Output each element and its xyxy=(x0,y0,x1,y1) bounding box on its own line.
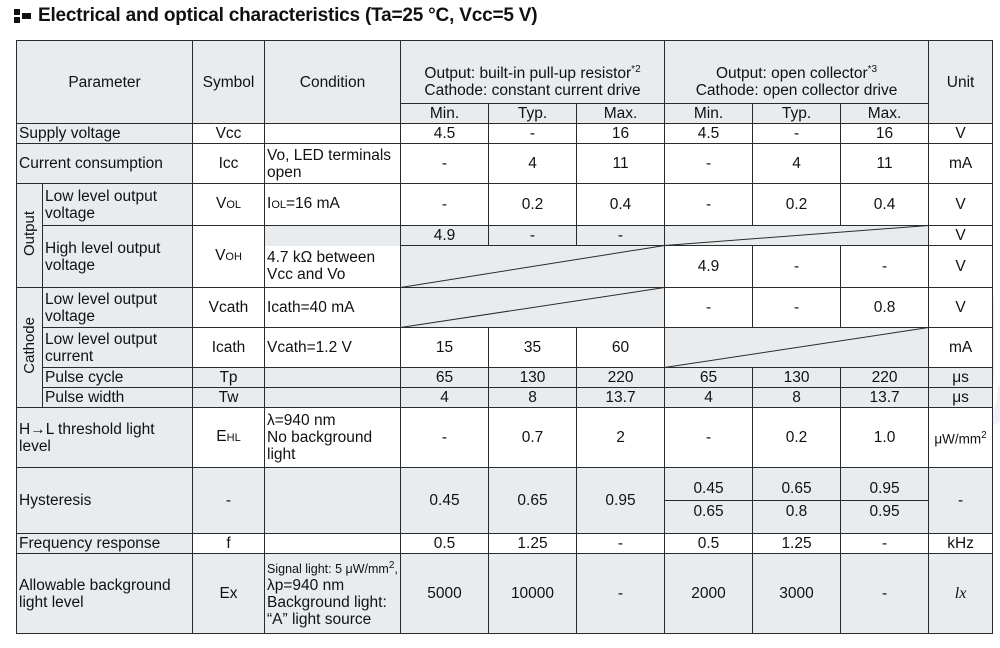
group-label-output: Output xyxy=(16,183,43,288)
header-group-pullup-line1: Output: built-in pull-up resistor*2 xyxy=(424,64,641,83)
condition-cell: Icath=40 mA xyxy=(264,287,401,328)
condition-cell: 4.7 kΩ between Vcc and Vo xyxy=(264,245,401,288)
header-group-opencollector: Output: open collector*3 Cathode: open c… xyxy=(664,57,930,104)
symbol-cell: Ex xyxy=(192,553,265,634)
header-max: Max. xyxy=(575,103,666,124)
header-unit: Unit xyxy=(928,40,994,124)
symbol-cell: Vcath xyxy=(192,287,265,328)
group-label-cathode: Cathode xyxy=(16,287,43,408)
param-pulse-width: Pulse width xyxy=(42,387,193,408)
condition-iol: IOL=16 mA xyxy=(264,183,401,226)
param-supply-voltage: Supply voltage xyxy=(16,123,193,144)
symbol-vol: VOL xyxy=(192,183,265,226)
symbol-cell: Tp xyxy=(192,367,265,388)
header-symbol: Symbol xyxy=(192,40,265,124)
symbol-cell: Tw xyxy=(192,387,265,408)
condition-cell: Vcath=1.2 V xyxy=(264,327,401,368)
header-condition: Condition xyxy=(264,40,401,124)
table-row: Pulse cycle Tp 65 130 220 65 130 220 μs xyxy=(17,367,994,388)
param-low-level-output-current: Low level output current xyxy=(42,327,193,368)
condition-cell: λ=940 nm No background light xyxy=(264,407,401,468)
table-row: Current consumption Icc Vo, LED terminal… xyxy=(16,143,994,184)
param-cathode-low-level-output-voltage: Low level output voltage xyxy=(42,287,193,328)
symbol-cell: Icath xyxy=(192,327,265,368)
header-min: Min. xyxy=(664,103,754,124)
symbol-cell: f xyxy=(192,533,265,554)
header-parameter: Parameter xyxy=(16,40,193,124)
header-group-pullup: Output: built-in pull-up resistor*2 Cath… xyxy=(399,57,666,104)
symbol-ehl: EHL xyxy=(192,407,265,468)
section-bullet-icon xyxy=(14,8,32,24)
symbol-cell: Vcc xyxy=(192,123,265,144)
param-high-level-output-voltage: High level output voltage xyxy=(42,225,193,288)
header-typ: Typ. xyxy=(488,103,577,124)
header-group-opencollector-line1: Output: open collector*3 xyxy=(715,64,878,83)
header-group-opencollector-line2: Cathode: open collector drive xyxy=(695,82,898,100)
param-low-level-output-voltage: Low level output voltage xyxy=(42,183,193,226)
param-frequency-response: Frequency response xyxy=(16,533,193,554)
header-min: Min. xyxy=(400,103,489,124)
table-row: Output Low level output voltage VOL IOL=… xyxy=(16,183,994,288)
condition-cell: Signal light: 5 μW/mm2, λp=940 nm Backgr… xyxy=(264,553,401,634)
section-heading: Electrical and optical characteristics (… xyxy=(14,4,538,28)
symbol-cell: Icc xyxy=(192,143,265,184)
table-row: Low level output current Icath Vcath=1.2… xyxy=(17,327,994,368)
table-row: Frequency response f 0.5 1.25 - 0.5 1.25… xyxy=(16,533,994,554)
header-group-pullup-line2: Cathode: constant current drive xyxy=(424,82,641,100)
table-row: Pulse width Tw 4 8 13.7 4 8 13.7 μs xyxy=(17,387,994,408)
param-pulse-cycle: Pulse cycle xyxy=(42,367,193,388)
param-current-consumption: Current consumption xyxy=(16,143,193,184)
param-hysteresis: Hysteresis xyxy=(16,467,193,534)
characteristics-table: Parameter Symbol Condition Unit Output: … xyxy=(16,40,994,634)
header-max: Max. xyxy=(840,103,930,124)
table-row: Cathode Low level output voltage Vcath I… xyxy=(16,287,994,408)
param-threshold-light-level: H→L threshold light level xyxy=(16,407,193,468)
param-allowable-background-light: Allowable background light level xyxy=(16,553,193,634)
table-row: Hysteresis - 0.45 0.65 0.95 0.45 0.65 0.6… xyxy=(16,467,994,534)
table-row: Supply voltage Vcc 4.5 - 16 4.5 - 16 V xyxy=(16,123,994,144)
table-row: High level output voltage VOH 4.9 - - V xyxy=(17,225,994,288)
section-title: Electrical and optical characteristics (… xyxy=(38,5,538,26)
table-row: Allowable background light level Ex Sign… xyxy=(16,553,994,634)
condition-cell: Vo, LED terminals open xyxy=(264,143,401,184)
table-row: H→L threshold light level EHL λ=940 nm N… xyxy=(16,407,994,468)
symbol-voh: VOH xyxy=(192,225,265,288)
header-typ: Typ. xyxy=(752,103,842,124)
unit-uw-mm2: μW/mm2 xyxy=(928,407,994,468)
symbol-cell: - xyxy=(192,467,265,534)
